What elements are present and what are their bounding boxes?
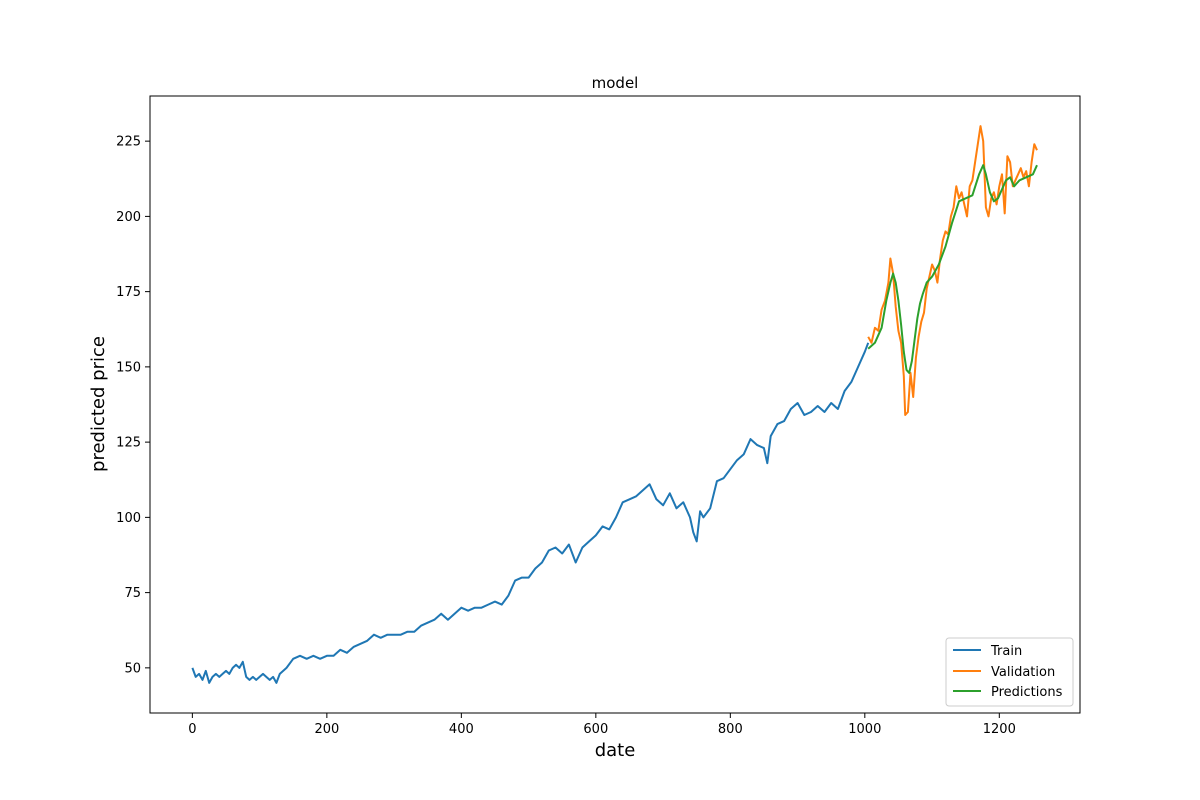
legend: Train Validation Predictions (945, 637, 1074, 707)
x-tick-label: 1200 (983, 722, 1016, 737)
legend-box (945, 637, 1074, 707)
legend-label-validation: Validation (991, 665, 1055, 680)
y-tick-label: 100 (116, 511, 141, 526)
x-tick-label: 0 (188, 722, 196, 737)
x-tick-label: 1000 (848, 722, 881, 737)
x-tick-label: 200 (314, 722, 339, 737)
y-tick-label: 200 (116, 210, 141, 225)
plot-frame (149, 95, 1081, 714)
series-line-predictions (867, 164, 1038, 374)
y-tick-label: 150 (116, 360, 141, 375)
y-tick-label: 175 (116, 285, 141, 300)
y-tick-label: 125 (116, 436, 141, 451)
legend-label-train: Train (990, 644, 1022, 659)
plot-lines (191, 125, 1038, 684)
series-line-validation (867, 125, 1038, 416)
y-axis-label: predicted price (88, 336, 109, 472)
y-tick-label: 50 (124, 661, 141, 676)
x-tick-label: 800 (718, 722, 743, 737)
series-line-train (191, 342, 870, 684)
y-axis-ticks: 50 75 100 125 150 175 200 225 (116, 135, 150, 676)
legend-label-predictions: Predictions (991, 685, 1063, 700)
y-tick-label: 225 (116, 135, 141, 150)
x-axis-ticks: 0 200 400 600 800 1000 1200 (188, 713, 1016, 737)
x-tick-label: 600 (583, 722, 608, 737)
chart-title: model (592, 74, 639, 92)
x-tick-label: 400 (449, 722, 474, 737)
x-axis-label: date (595, 740, 636, 761)
y-tick-label: 75 (124, 586, 141, 601)
